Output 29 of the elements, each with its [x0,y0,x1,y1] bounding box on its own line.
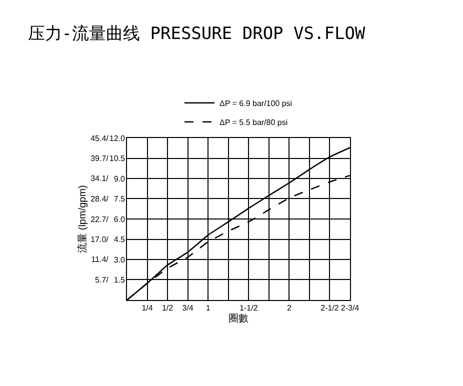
x-tick-label: 2-3/4 [340,304,360,313]
y2-tick-label: 1.5 [114,276,126,285]
y2-tick-label: 6.0 [114,214,126,224]
x-tick-label: 1/4 [142,304,154,313]
y-tick-label: 28.4/ [90,194,110,204]
x-tick-label: 1-1/2 [240,304,258,313]
y2-tick-label: 7.5 [114,194,126,204]
y-tick-label: 39.7/ [90,154,110,164]
legend-label: ΔP = 6.9 bar/100 psi [220,99,292,108]
y-axis-title: 流量 (lpm/gpm) [76,185,89,253]
y-tick-label: 34.1/ [90,174,110,184]
y-tick-label: 45.4/ [90,134,110,143]
y2-tick-label: 12.0 [109,134,126,143]
x-tick-label: 2-1/2 [320,304,340,313]
y2-tick-label: 9.0 [114,174,126,184]
y-tick-label: 22.7/ [90,214,110,224]
x-tick-label: 1/2 [162,304,174,313]
y2-tick-label: 10.5 [109,154,126,164]
chart-title: 压力-流量曲线 PRESSURE DROP VS.FLOW [28,24,366,44]
y-tick-label: 5.7/ [95,275,110,284]
x-tick-label: 3/4 [182,304,194,313]
y2-tick-label: 4.5 [114,235,126,244]
legend-label: ΔP = 5.5 bar/80 psi [220,118,288,127]
x-axis-title: 圈數 [228,312,248,325]
y-tick-label: 11.4/ [91,255,110,264]
y2-tick-label: 3.0 [114,255,126,264]
y-tick-label: 17.0/ [90,235,110,244]
x-tick-label: 2 [286,304,292,313]
x-tick-label: 1 [206,304,211,313]
